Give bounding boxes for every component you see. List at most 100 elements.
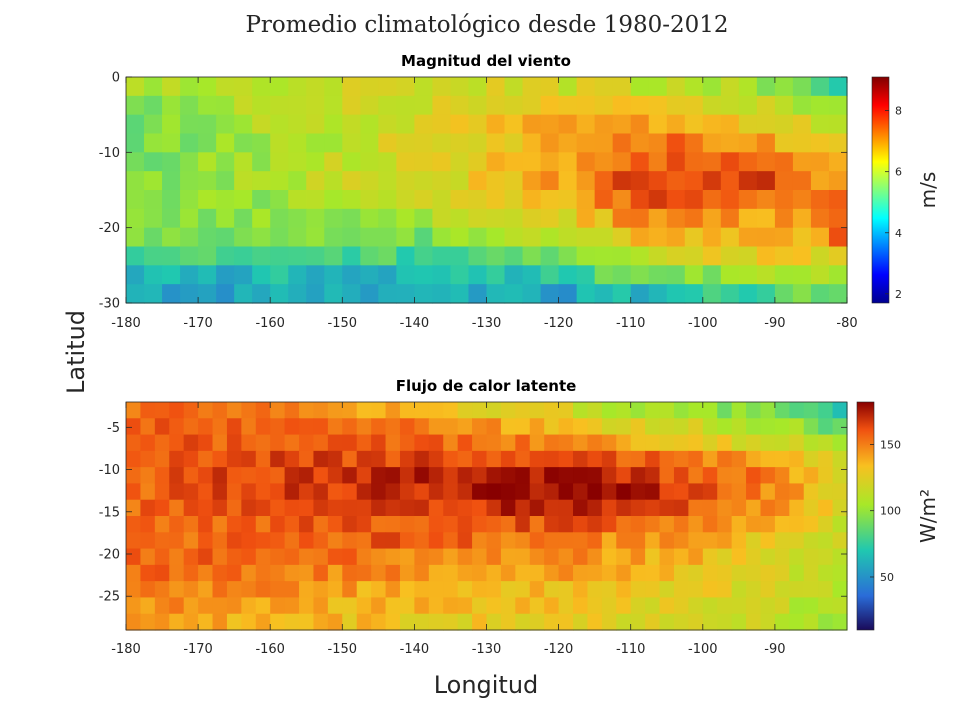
heatmap-cell	[226, 532, 242, 550]
heatmap-cell	[792, 265, 812, 285]
heatmap-cell	[522, 227, 542, 248]
heatmap-cell	[399, 450, 415, 468]
heatmap-cell	[198, 77, 217, 97]
heatmap-cell	[226, 483, 242, 501]
heatmap-cell	[688, 434, 704, 452]
heatmap-cell	[342, 467, 358, 485]
heatmap-cell	[688, 418, 704, 436]
heatmap-cell	[630, 95, 650, 116]
heatmap-cell	[529, 418, 545, 436]
heatmap-cell	[255, 418, 271, 436]
heatmap-cell	[342, 402, 358, 419]
heatmap-cell	[371, 402, 387, 419]
heatmap-cell	[576, 171, 596, 191]
heatmap-cell	[612, 77, 632, 97]
heatmap-cell	[731, 483, 747, 501]
heatmap-cell	[183, 450, 199, 468]
heatmap-cell	[515, 483, 531, 501]
heatmap-cell	[324, 208, 343, 229]
heatmap-cell	[738, 265, 758, 285]
heatmap-cell	[144, 95, 163, 116]
heatmap-cell	[169, 483, 185, 501]
heatmap-cell	[180, 246, 199, 266]
heatmap-cell	[688, 450, 704, 468]
heatmap-cell	[169, 467, 185, 485]
heatmap-cell	[828, 208, 848, 229]
heatmap-cell	[515, 564, 531, 582]
heatmap-cell	[457, 434, 473, 452]
heatmap-cell	[720, 95, 740, 116]
heatmap-cell	[399, 402, 415, 419]
heatmap-cell	[702, 171, 722, 191]
heatmap-cell	[126, 265, 145, 285]
heatmap-cell	[252, 284, 271, 304]
heatmap-cell	[803, 597, 819, 615]
heatmap-cell	[515, 402, 531, 419]
heatmap-cell	[558, 597, 574, 615]
heatmap-cell	[789, 483, 805, 501]
heatmap-cell	[601, 532, 617, 550]
heatmap-cell	[154, 532, 170, 550]
heatmap-cell	[587, 434, 603, 452]
heatmap-cell	[313, 548, 329, 566]
heatmap-cell	[756, 114, 776, 135]
heatmap-cell	[356, 564, 372, 582]
heatmap-cell	[255, 613, 271, 631]
heatmap-cell	[828, 152, 848, 172]
heatmap-cell	[810, 227, 830, 248]
heatmap-cell	[702, 114, 722, 135]
heatmap-cell	[630, 227, 650, 248]
heatmap-cell	[371, 548, 387, 566]
heatmap-cell	[284, 450, 300, 468]
heatmap-cell	[144, 171, 163, 191]
heatmap-cell	[486, 77, 506, 97]
heatmap-cell	[500, 467, 516, 485]
heatmap-cell	[450, 265, 470, 285]
heatmap-cell	[342, 114, 361, 135]
heatmap-cell	[587, 564, 603, 582]
heatmap-cell	[486, 467, 502, 485]
heatmap-cell	[198, 133, 217, 153]
heatmap-cell	[731, 418, 747, 436]
heatmap-cell	[832, 499, 848, 517]
heatmap-cell	[385, 532, 401, 550]
heatmap-cell	[234, 265, 253, 285]
heatmap-cell	[126, 114, 145, 135]
heatmap-cell	[144, 152, 163, 172]
heatmap-cell	[500, 434, 516, 452]
heatmap-cell	[558, 208, 578, 229]
heatmap-cell	[558, 564, 574, 582]
heatmap-cell	[270, 152, 289, 172]
heatmap-cell	[789, 516, 805, 533]
panel-2-colorbar-ticks: 50 100 150	[870, 438, 901, 584]
heatmap-cell	[746, 581, 762, 599]
heatmap-cell	[144, 114, 163, 135]
heatmap-cell	[828, 95, 848, 116]
heatmap-cell	[832, 581, 848, 599]
heatmap-cell	[720, 208, 740, 229]
heatmap-cell	[803, 434, 819, 452]
heatmap-cell	[500, 516, 516, 533]
heatmap-cell	[594, 114, 614, 135]
heatmap-cell	[803, 418, 819, 436]
x-tick-label: -80	[836, 316, 857, 331]
heatmap-cell	[645, 434, 661, 452]
heatmap-cell	[241, 499, 257, 517]
heatmap-cell	[666, 284, 686, 304]
heatmap-cell	[529, 581, 545, 599]
heatmap-cell	[746, 564, 762, 582]
heatmap-cell	[630, 467, 646, 485]
heatmap-cell	[180, 208, 199, 229]
heatmap-cell	[774, 265, 794, 285]
heatmap-cell	[241, 467, 257, 485]
heatmap-cell	[198, 467, 214, 485]
heatmap-cell	[180, 227, 199, 248]
heatmap-cell	[126, 548, 142, 566]
heatmap-cell	[515, 418, 531, 436]
heatmap-cell	[832, 434, 848, 452]
heatmap-cell	[457, 564, 473, 582]
heatmap-cell	[299, 532, 315, 550]
heatmap-cell	[594, 95, 614, 116]
heatmap-cell	[360, 133, 379, 153]
